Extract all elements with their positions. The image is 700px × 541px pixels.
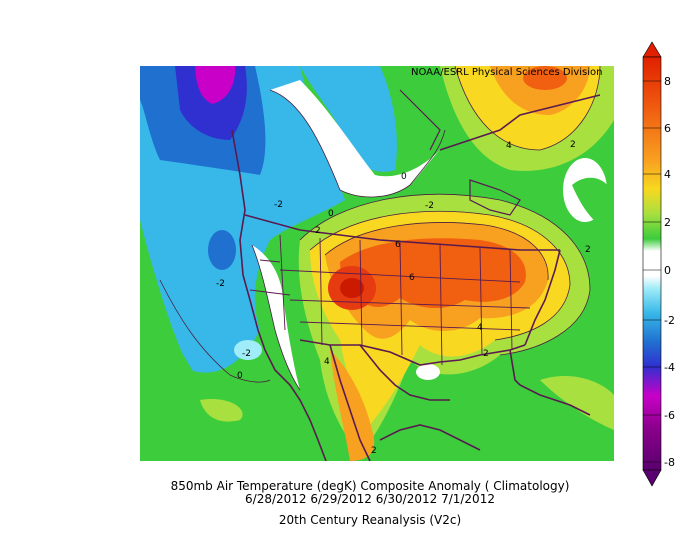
- map-outline: [231, 94, 601, 461]
- caption-dates: 6/28/2012 6/29/2012 6/30/2012 7/1/2012: [245, 492, 495, 506]
- caption-title: 850mb Air Temperature (degK) Composite A…: [170, 479, 570, 493]
- contour-label: -2: [274, 200, 283, 210]
- contour-labels: 4 2 -2 0 2 -2 -2 -2 0 0 6 6 4 4 2 2 2: [216, 140, 591, 456]
- contour-label: 2: [570, 140, 576, 150]
- contour-label: 0: [401, 172, 407, 182]
- contour-label: 4: [324, 357, 330, 367]
- contour-label: 0: [328, 209, 334, 219]
- credit-text: NOAA/ESRL Physical Sciences Division: [411, 67, 603, 78]
- contour-label: 4: [477, 323, 483, 333]
- contour-label: -2: [425, 201, 434, 211]
- colorbar-label: -8: [664, 456, 675, 469]
- colorbar-label: 4: [664, 168, 671, 181]
- colorbar-label: 2: [664, 216, 671, 229]
- contour-label: 2: [585, 245, 591, 255]
- colorbar-top-arrow: [642, 41, 662, 58]
- colorbar: [642, 41, 662, 487]
- colorbar-body: [642, 56, 662, 471]
- contour-label: 2: [371, 446, 377, 456]
- caption-dataset: 20th Century Reanalysis (V2c): [278, 513, 462, 527]
- contour-label: -2: [216, 279, 225, 289]
- colorbar-label: -2: [664, 314, 675, 327]
- colorbar-label: -6: [664, 409, 675, 422]
- colorbar-label: 0: [664, 264, 671, 277]
- contour-label: 2: [483, 349, 489, 359]
- colorbar-label: 6: [664, 122, 671, 135]
- contour-label: 0: [237, 371, 243, 381]
- colorbar-label: -4: [664, 361, 675, 374]
- colorbar-label: 8: [664, 75, 671, 88]
- contour-label: 4: [506, 141, 512, 151]
- contour-label: -2: [242, 349, 251, 359]
- colorbar-bottom-arrow: [642, 469, 662, 487]
- contour-label: 6: [409, 273, 415, 283]
- temperature-anomaly-field: [140, 66, 614, 461]
- contour-label: 6: [395, 240, 401, 250]
- contour-label: 2: [315, 226, 321, 236]
